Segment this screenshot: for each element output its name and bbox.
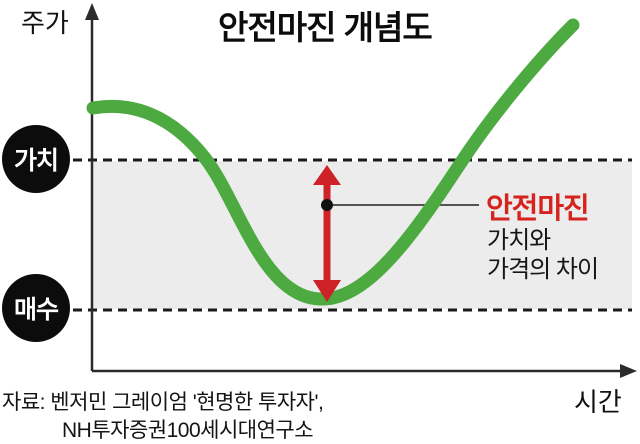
value-level-badge: 가치: [2, 125, 70, 193]
safety-margin-headline: 안전마진: [486, 193, 590, 225]
price-curve: [86, 18, 580, 306]
safety-margin-arrow-down-icon: [313, 280, 341, 302]
annotation-anchor-dot: [321, 199, 333, 211]
y-axis-arrowhead-icon: [85, 3, 99, 20]
buy-level-label: 매수: [13, 296, 59, 324]
safety-margin-desc-line2: 가격의 차이: [487, 256, 599, 283]
safety-margin-description: 가치와 가격의 차이: [487, 226, 599, 284]
value-level-label: 가치: [13, 147, 59, 175]
x-axis-arrowhead-icon: [620, 364, 637, 378]
y-axis-label: 주가: [21, 8, 69, 38]
source-credit-line2: NH투자증권100세시대연구소: [62, 419, 314, 442]
chart-title: 안전마진 개념도: [218, 9, 433, 46]
buy-level-badge: 매수: [2, 274, 70, 342]
x-axis-label: 시간: [574, 387, 622, 417]
safety-margin-desc-line1: 가치와: [487, 227, 551, 254]
safety-margin-arrow-up-icon: [313, 165, 341, 185]
source-credit-line1: 자료: 벤저민 그레이엄 '현명한 투자자',: [2, 391, 324, 414]
